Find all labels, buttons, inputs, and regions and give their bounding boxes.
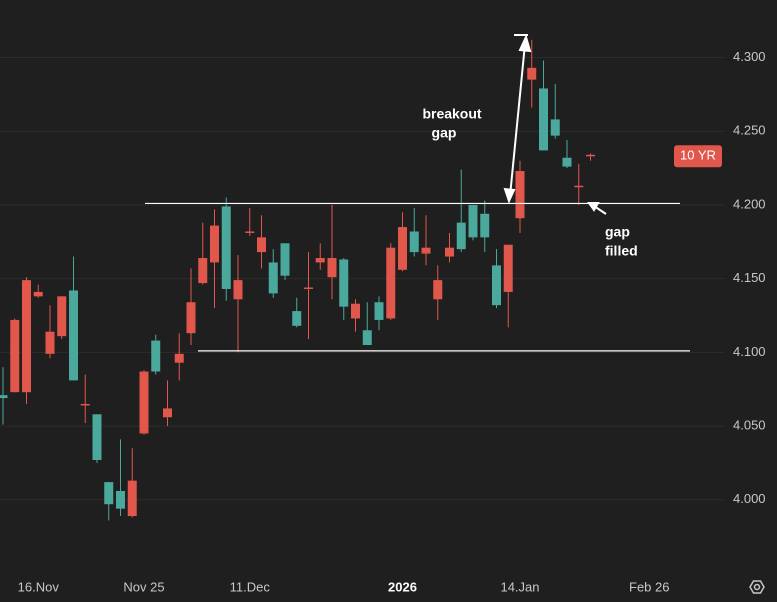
candle-body: [386, 247, 396, 319]
candle-body: [327, 258, 337, 278]
y-tick-label: 4.150: [733, 270, 766, 285]
x-tick-label: 16.Nov: [18, 579, 60, 594]
candle-body: [492, 265, 501, 306]
x-tick-label: Feb 26: [629, 579, 669, 594]
y-tick-label: 4.250: [733, 123, 766, 138]
candle-body: [527, 67, 537, 80]
candle-body: [539, 88, 548, 151]
annotation-text: gap: [605, 224, 630, 240]
candle-body: [33, 291, 43, 297]
candle-body: [398, 227, 407, 270]
candle-body: [268, 262, 278, 294]
annotation-text: gap: [432, 125, 457, 141]
candle-body: [139, 371, 149, 434]
arrow-head: [587, 202, 600, 212]
candle-body: [351, 303, 360, 319]
candle-body: [233, 280, 243, 300]
candle-body: [421, 247, 431, 254]
candle-body: [445, 247, 454, 257]
y-tick-label: 4.000: [733, 491, 766, 506]
last-price-badge: [674, 145, 722, 168]
x-tick-label: 11.Dec: [230, 579, 271, 594]
candle-body: [456, 222, 466, 250]
annotation-text: breakout: [422, 106, 481, 122]
candle-body: [127, 480, 137, 517]
arrow-shaft: [509, 43, 526, 197]
candle-body: [468, 204, 478, 238]
candle-body: [57, 296, 67, 337]
candle-body: [22, 280, 31, 393]
plot-area: [0, 39, 690, 521]
candle-body: [480, 213, 490, 238]
y-tick-label: 4.100: [733, 344, 766, 359]
candle-body: [104, 482, 114, 505]
candle-body: [245, 231, 255, 233]
x-tick-label: Nov 25: [123, 579, 164, 594]
settings-icon[interactable]: [749, 580, 765, 594]
candle-body: [339, 259, 349, 307]
candle-body: [304, 287, 313, 289]
candle-body: [586, 154, 595, 157]
candle-body: [92, 414, 102, 460]
candle-body: [45, 331, 55, 354]
x-tick-label: 14.Jan: [500, 579, 539, 594]
candle-body: [433, 280, 443, 300]
candle-body: [374, 302, 384, 320]
annotation-arrows: [503, 34, 607, 215]
candle-body: [80, 403, 90, 406]
candle-body: [221, 206, 231, 289]
y-tick-label: 4.050: [733, 418, 766, 433]
arrow-head: [503, 187, 516, 204]
arrow-head: [518, 34, 532, 53]
candle-body: [503, 244, 513, 292]
candle-body: [574, 185, 584, 188]
candle-body: [315, 258, 325, 263]
candle-body: [151, 340, 161, 372]
y-tick-label: 4.300: [733, 49, 766, 64]
settings-dot[interactable]: [753, 583, 761, 591]
candle-body: [0, 395, 8, 399]
candle-body: [174, 353, 184, 363]
candle-body: [280, 243, 290, 276]
candle-body: [69, 290, 78, 381]
candle-body: [515, 171, 525, 219]
y-tick-label: 4.200: [733, 196, 766, 211]
settings-hexagon[interactable]: [749, 580, 765, 594]
candle-body: [562, 157, 572, 167]
candle-body: [362, 330, 372, 345]
candle-body: [198, 258, 208, 284]
annotation-text: filled: [605, 243, 638, 259]
x-tick-label: 2026: [388, 579, 417, 594]
candle-body: [163, 408, 172, 418]
candle-body: [210, 225, 219, 263]
candle-body: [116, 490, 125, 509]
candle-body: [292, 311, 302, 326]
candle-body: [409, 231, 419, 253]
candle-body: [550, 119, 560, 136]
candle-body: [10, 319, 20, 393]
candle-body: [186, 302, 196, 334]
candle-body: [257, 237, 266, 253]
last-price-label: 10 YR: [680, 148, 716, 163]
